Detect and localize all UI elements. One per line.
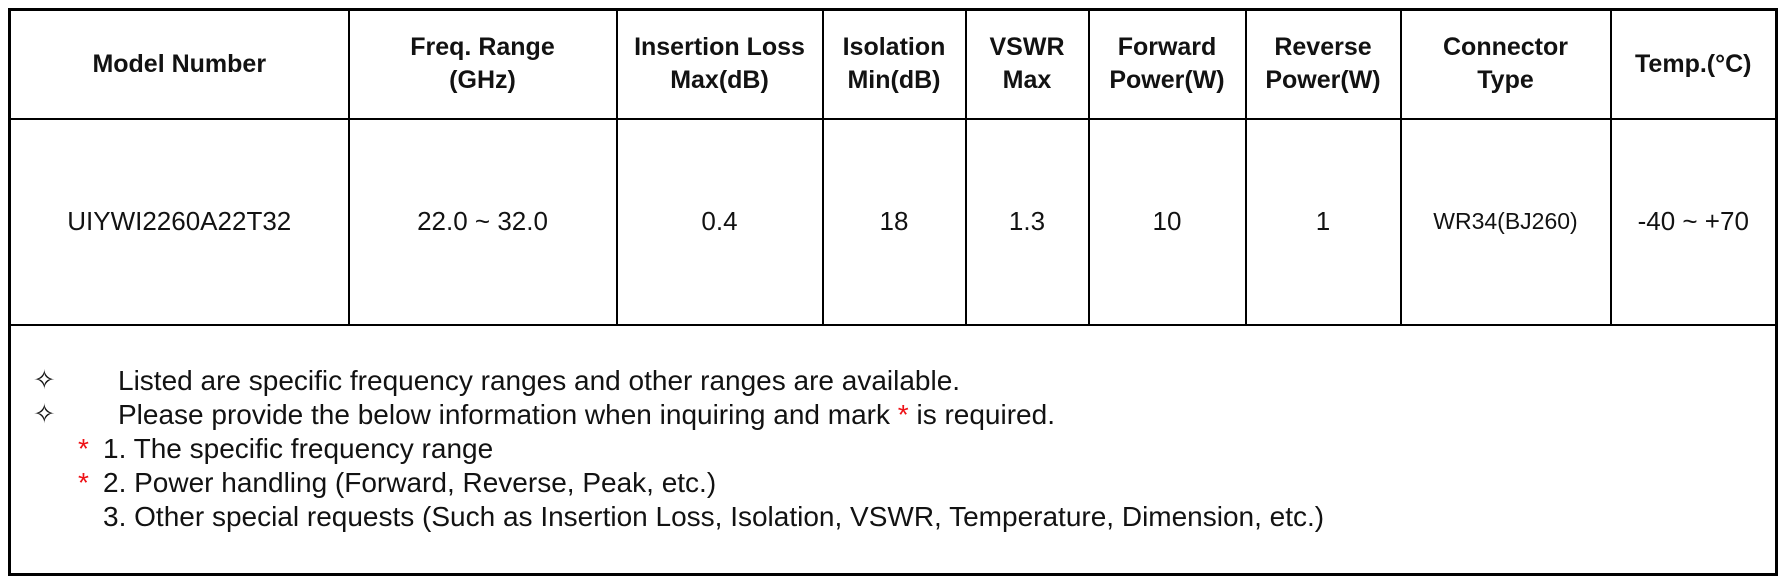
note-text: 2. Power handling (Forward, Reverse, Pea… bbox=[103, 466, 717, 498]
cell-reverse-power: 1 bbox=[1244, 117, 1402, 326]
header-line: Min(dB) bbox=[847, 66, 941, 95]
note-line: * 1. The specific frequency range bbox=[78, 432, 1765, 466]
diamond-bullet-icon: ✧ bbox=[33, 364, 56, 396]
cell-vswr: 1.3 bbox=[964, 117, 1090, 326]
diamond-bullet-icon: ✧ bbox=[33, 398, 56, 430]
spec-sheet: Model Number Freq. Range (GHz) Insertion… bbox=[8, 8, 1778, 576]
cell-insertion-loss: 0.4 bbox=[615, 117, 824, 326]
col-header-temp: Temp.(°C) bbox=[1609, 8, 1778, 120]
cell-temp: -40 ~ +70 bbox=[1609, 117, 1778, 326]
col-header-model-number: Model Number bbox=[8, 8, 350, 120]
header-line: VSWR bbox=[989, 33, 1065, 62]
header-line: Model Number bbox=[92, 49, 267, 78]
col-header-connector-type: Connector Type bbox=[1399, 8, 1612, 120]
note-line: 3. Other special requests (Such as Inser… bbox=[78, 500, 1765, 534]
header-line: Connector bbox=[1443, 33, 1568, 62]
header-line: Type bbox=[1477, 66, 1534, 95]
header-row: Model Number Freq. Range (GHz) Insertion… bbox=[8, 8, 1778, 120]
cell-forward-power: 10 bbox=[1087, 117, 1247, 326]
required-asterisk: * bbox=[78, 466, 89, 498]
header-line: Freq. Range bbox=[410, 33, 555, 62]
note-text: 1. The specific frequency range bbox=[103, 432, 494, 464]
note-line: ✧ Listed are specific frequency ranges a… bbox=[33, 364, 1765, 398]
cell-connector-type: WR34(BJ260) bbox=[1399, 117, 1612, 326]
col-header-forward-power: Forward Power(W) bbox=[1087, 8, 1247, 120]
note-text-segment: is required. bbox=[908, 398, 1055, 430]
header-line: Temp.(°C) bbox=[1635, 49, 1752, 78]
header-line: Isolation bbox=[842, 33, 946, 62]
note-text: 3. Other special requests (Such as Inser… bbox=[103, 500, 1325, 532]
note-text-segment: Please provide the below information whe… bbox=[118, 398, 898, 430]
notes-section: ✧ Listed are specific frequency ranges a… bbox=[8, 323, 1778, 576]
col-header-vswr: VSWR Max bbox=[964, 8, 1090, 120]
required-asterisk: * bbox=[78, 432, 89, 464]
cell-isolation: 18 bbox=[821, 117, 967, 326]
col-header-freq-range: Freq. Range (GHz) bbox=[347, 8, 618, 120]
col-header-reverse-power: Reverse Power(W) bbox=[1244, 8, 1402, 120]
header-line: Max(dB) bbox=[670, 66, 769, 95]
required-asterisk: * bbox=[897, 398, 909, 430]
table-row: UIYWI2260A22T32 22.0 ~ 32.0 0.4 18 1.3 1… bbox=[8, 117, 1778, 326]
header-line: Reverse bbox=[1274, 33, 1372, 62]
note-line: ✧ Please provide the below information w… bbox=[33, 398, 1765, 432]
note-line: * 2. Power handling (Forward, Reverse, P… bbox=[78, 466, 1765, 500]
cell-freq-range: 22.0 ~ 32.0 bbox=[347, 117, 618, 326]
header-line: Power(W) bbox=[1109, 66, 1225, 95]
spec-table: Model Number Freq. Range (GHz) Insertion… bbox=[8, 8, 1778, 576]
cell-model-number: UIYWI2260A22T32 bbox=[8, 117, 350, 326]
note-text: Please provide the below information whe… bbox=[118, 398, 1055, 432]
col-header-insertion-loss: Insertion Loss Max(dB) bbox=[615, 8, 824, 120]
header-line: Insertion Loss bbox=[634, 33, 805, 62]
note-text: Listed are specific frequency ranges and… bbox=[118, 364, 961, 396]
header-line: Forward bbox=[1117, 33, 1217, 62]
col-header-isolation: Isolation Min(dB) bbox=[821, 8, 967, 120]
header-line: Power(W) bbox=[1265, 66, 1381, 95]
header-line: Max bbox=[1002, 66, 1052, 95]
header-line: (GHz) bbox=[449, 66, 516, 95]
notes-row: ✧ Listed are specific frequency ranges a… bbox=[8, 323, 1778, 576]
